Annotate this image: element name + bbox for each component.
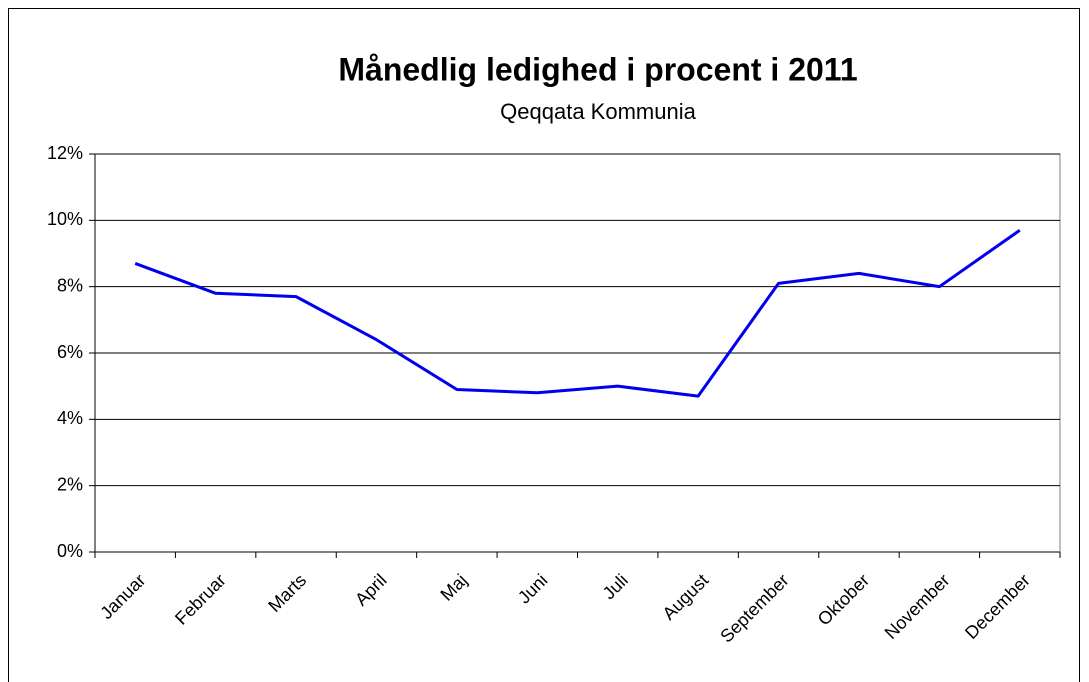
y-tick-label: 0% xyxy=(57,541,83,561)
y-tick-label: 8% xyxy=(57,275,83,295)
y-tick-label: 4% xyxy=(57,408,83,428)
y-tick-label: 12% xyxy=(47,143,83,163)
chart-title: Månedlig ledighed i procent i 2011 xyxy=(338,51,857,87)
y-tick-label: 10% xyxy=(47,209,83,229)
y-tick-label: 2% xyxy=(57,474,83,494)
chart-subtitle: Qeqqata Kommunia xyxy=(500,99,696,124)
y-tick-label: 6% xyxy=(57,342,83,362)
data-line xyxy=(134,229,1021,398)
